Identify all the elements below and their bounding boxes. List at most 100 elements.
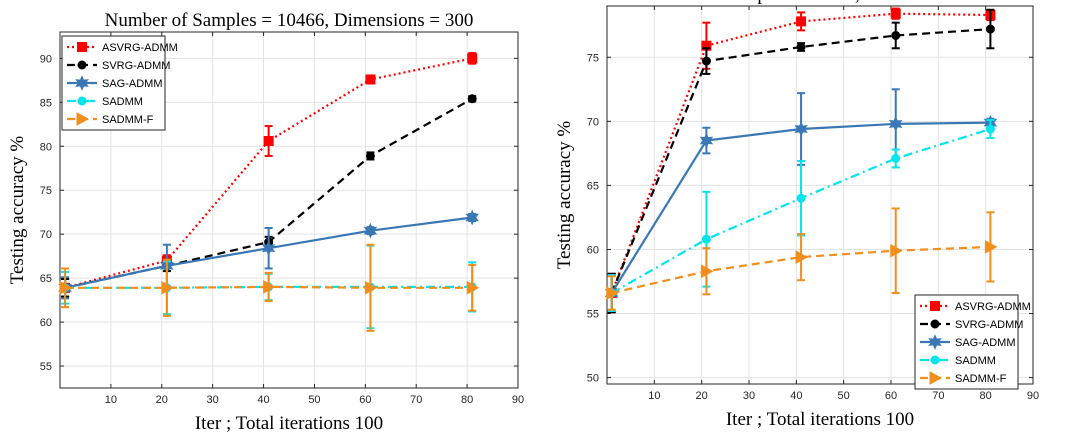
y-tick-label: 70 xyxy=(40,229,52,241)
data-point xyxy=(263,280,276,294)
data-point xyxy=(699,132,714,149)
x-tick-label: 20 xyxy=(156,394,168,406)
data-point xyxy=(984,240,998,254)
x-tick-label: 90 xyxy=(512,394,524,406)
y-tick-label: 55 xyxy=(587,309,599,321)
series-sadmm-f xyxy=(59,243,480,332)
x-tick-label: 10 xyxy=(105,394,117,406)
data-point xyxy=(467,94,477,104)
y-axis-label: Testing accuracy % xyxy=(554,121,575,270)
x-tick-label: 50 xyxy=(838,390,850,402)
x-tick-label: 70 xyxy=(932,390,944,402)
x-tick-label: 50 xyxy=(308,394,320,406)
data-point xyxy=(985,124,995,134)
series-sadmm xyxy=(607,119,995,312)
legend-swatch-marker xyxy=(930,319,940,329)
x-tick-label: 40 xyxy=(790,390,802,402)
series-line xyxy=(610,12,991,294)
x-tick-label: 10 xyxy=(648,390,660,402)
chart-panel-1: 10 20 30 40 50 60 70 80 90 55 60 65 70 75 80 85 90 Number… xyxy=(7,10,524,434)
data-point xyxy=(796,16,807,27)
legend-label: SADMM-F xyxy=(955,373,1007,385)
y-tick-label: 75 xyxy=(40,185,52,197)
y-tick-label: 90 xyxy=(40,53,52,65)
legend-label: ASVRG-ADMM xyxy=(102,42,178,54)
legend: ASVRG-ADMM SVRG-ADMM SAG-ADMM SADMM SADMM-F xyxy=(61,35,178,131)
y-tick-label: 80 xyxy=(40,141,52,153)
series-line xyxy=(611,245,991,295)
y-tick-label: 85 xyxy=(40,97,52,109)
chart-title: Number of Samples = 10466, Dimensions = … xyxy=(105,10,474,31)
x-tick-label: 20 xyxy=(696,390,708,402)
data-point xyxy=(365,151,375,161)
chart-title: Number of Samples = 11397, Dimensions = … xyxy=(636,0,1004,5)
data-point xyxy=(795,250,809,264)
legend-label: SVRG-ADMM xyxy=(955,319,1023,331)
data-point xyxy=(701,56,711,66)
legend-label: SAG-ADMM xyxy=(955,337,1016,349)
legend: ASVRG-ADMM SVRG-ADMM SAG-ADMM SADMM SADMM-F xyxy=(914,294,1031,390)
data-point xyxy=(796,193,806,203)
legend-swatch-marker xyxy=(928,334,942,350)
data-point xyxy=(700,264,714,279)
data-point xyxy=(888,116,903,132)
data-point xyxy=(467,53,478,64)
legend-label: SADMM xyxy=(102,96,143,108)
series-line xyxy=(64,57,473,289)
data-point xyxy=(891,30,901,40)
y-tick-label: 65 xyxy=(587,180,599,192)
x-tick-label: 80 xyxy=(461,394,473,406)
data-point xyxy=(263,135,274,146)
legend-swatch-marker xyxy=(77,60,87,70)
data-point xyxy=(606,286,619,300)
legend-label: SVRG-ADMM xyxy=(102,60,170,72)
x-axis-label: Iter ; Total iterations 100 xyxy=(195,413,383,434)
x-tick-label: 30 xyxy=(743,390,755,402)
x-tick-label: 30 xyxy=(207,394,219,406)
y-tick-label: 65 xyxy=(40,273,52,285)
legend-swatch-marker xyxy=(77,42,87,52)
y-tick-label: 70 xyxy=(587,116,599,128)
series-line xyxy=(65,285,473,289)
y-tick-label: 75 xyxy=(587,52,599,64)
x-tick-label: 40 xyxy=(257,394,269,406)
data-point xyxy=(796,42,806,52)
x-tick-label: 90 xyxy=(1027,390,1039,402)
y-tick-label: 50 xyxy=(587,373,599,385)
legend-label: SAG-ADMM xyxy=(102,78,163,90)
data-point xyxy=(466,280,480,295)
data-point xyxy=(890,243,903,258)
chart-panel-2: 10 20 30 40 50 60 70 80 90 50 55 60 65 70 75 Number of … xyxy=(554,0,1039,430)
legend-swatch-marker xyxy=(930,301,940,311)
y-axis-label: Testing accuracy % xyxy=(7,136,28,285)
data-point xyxy=(59,280,73,295)
x-tick-label: 80 xyxy=(980,390,992,402)
data-point xyxy=(794,121,808,137)
y-tick-label: 55 xyxy=(40,361,52,373)
data-point xyxy=(363,222,378,239)
legend-swatch-marker xyxy=(75,75,89,91)
y-tick-label: 60 xyxy=(40,317,52,329)
x-tick-label: 70 xyxy=(410,394,422,406)
x-tick-label: 60 xyxy=(359,394,371,406)
legend-label: SADMM-F xyxy=(102,114,154,126)
data-point xyxy=(985,24,995,34)
legend-swatch-marker xyxy=(929,371,943,385)
data-point xyxy=(365,74,376,85)
x-axis-label: Iter ; Total iterations 100 xyxy=(726,409,914,430)
y-tick-label: 60 xyxy=(587,244,599,256)
legend-label: SADMM xyxy=(955,355,996,367)
x-tick-label: 60 xyxy=(885,390,897,402)
data-point xyxy=(465,209,480,226)
legend-label: ASVRG-ADMM xyxy=(955,301,1031,313)
data-point xyxy=(891,153,901,163)
data-point xyxy=(701,234,711,244)
legend-swatch-marker xyxy=(76,112,90,126)
legend-swatch-marker xyxy=(77,96,87,106)
axes-box xyxy=(606,5,1034,385)
axes-box xyxy=(59,31,519,389)
legend-swatch-marker xyxy=(930,355,940,365)
series-line xyxy=(610,28,991,294)
series-sadmm-f xyxy=(606,207,998,311)
